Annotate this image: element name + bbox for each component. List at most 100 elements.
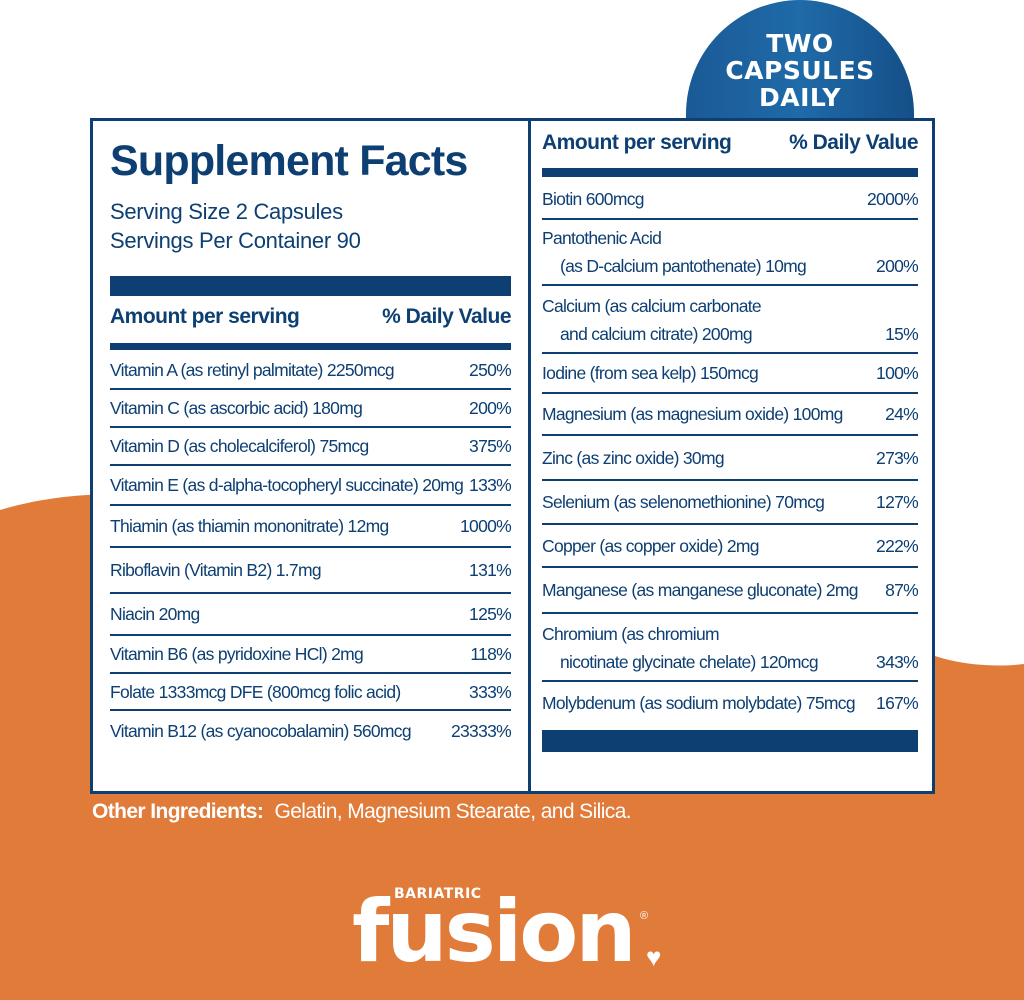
- left-column: Supplement Facts Serving Size 2 Capsules…: [110, 121, 512, 791]
- registered-mark: ®: [640, 910, 649, 922]
- nutrient-name: Copper (as copper oxide) 2mg: [542, 532, 876, 560]
- daily-value: 118%: [470, 644, 511, 664]
- right-nutrient-list: Biotin 600mcg 2000% Pantothenic Acid (as D-…: [542, 180, 919, 724]
- other-ingredients-label: Other Ingredients:: [92, 800, 264, 823]
- logo-wordmark: fusion: [352, 882, 637, 982]
- nutrient-name-line: Selenium (as selenomethionine) 70mcg: [542, 492, 825, 512]
- right-column: Amount per serving % Daily Value Biotin …: [542, 121, 919, 791]
- nutrient-name: Vitamin D (as cholecalciferol) 75mcg: [110, 432, 469, 460]
- nutrient-row: Vitamin B12 (as cyanocobalamin) 560mcg 23…: [110, 711, 512, 751]
- thick-bar: [110, 276, 511, 296]
- daily-value: 100%: [876, 363, 919, 383]
- nutrient-row: Selenium (as selenomethionine) 70mcg 127%: [542, 481, 919, 525]
- nutrient-name: Pantothenic Acid (as D-calcium pantothena…: [542, 224, 876, 280]
- supplement-facts-panel: Supplement Facts Serving Size 2 Capsules…: [90, 118, 935, 794]
- nutrient-name-line: Vitamin D (as cholecalciferol) 75mcg: [110, 436, 369, 456]
- badge-line: TWO: [766, 29, 834, 58]
- nutrient-name: Molybdenum (as sodium molybdate) 75mcg: [542, 689, 876, 717]
- daily-value: 133%: [469, 475, 512, 495]
- nutrient-name-line: Niacin 20mg: [110, 604, 200, 624]
- nutrient-name: Chromium (as chromium nicotinate glycinat…: [542, 620, 876, 676]
- nutrient-row: Biotin 600mcg 2000%: [542, 180, 919, 220]
- nutrient-name-line: Iodine (from sea kelp) 150mcg: [542, 363, 759, 383]
- nutrient-name: Riboflavin (Vitamin B2) 1.7mg: [110, 556, 469, 584]
- nutrient-name-line: Folate 1333mcg DFE (800mcg folic acid): [110, 681, 401, 702]
- daily-value: 87%: [885, 580, 919, 600]
- daily-value: 375%: [469, 436, 512, 456]
- nutrient-name: Vitamin B6 (as pyridoxine HCl) 2mg: [110, 640, 470, 668]
- nutrient-name-line: Vitamin B6 (as pyridoxine HCl) 2mg: [110, 644, 364, 664]
- nutrient-name: Vitamin B12 (as cyanocobalamin) 560mcg: [110, 717, 451, 745]
- column-divider: [528, 121, 531, 791]
- nutrient-row: Zinc (as zinc oxide) 30mg 273%: [542, 436, 919, 481]
- nutrient-name-line: Pantothenic Acid: [542, 228, 662, 248]
- serving-size: Serving Size 2 Capsules: [110, 199, 343, 224]
- nutrient-name-line: Calcium (as calcium carbonate: [542, 296, 762, 316]
- nutrient-name: Folate 1333mcg DFE (800mcg folic acid): [110, 678, 469, 706]
- nutrient-name: Selenium (as selenomethionine) 70mcg: [542, 488, 876, 516]
- nutrient-name: Vitamin E (as d-alpha-tocopheryl succina…: [110, 471, 469, 499]
- nutrient-row: Molybdenum (as sodium molybdate) 75mcg 16…: [542, 682, 919, 724]
- dv-header: % Daily Value: [789, 131, 918, 154]
- nutrient-name-line: Molybdenum (as sodium molybdate) 75mcg: [542, 693, 856, 713]
- nutrient-name-line: Copper (as copper oxide) 2mg: [542, 535, 759, 556]
- nutrient-row: Iodine (from sea kelp) 150mcg 100%: [542, 354, 919, 394]
- nutrient-name: Zinc (as zinc oxide) 30mg: [542, 444, 876, 472]
- daily-value: 167%: [876, 693, 919, 713]
- left-nutrient-list: Vitamin A (as retinyl palmitate) 2250mcg…: [110, 352, 512, 751]
- daily-value: 2000%: [867, 189, 919, 209]
- servings-per-container: Servings Per Container 90: [110, 228, 361, 253]
- daily-value: 125%: [469, 604, 512, 624]
- nutrient-row: Manganese (as manganese gluconate) 2mg 87…: [542, 568, 919, 614]
- nutrient-row: Folate 1333mcg DFE (800mcg folic acid) 33…: [110, 674, 512, 711]
- nutrient-row: Niacin 20mg 125%: [110, 594, 512, 636]
- nutrient-name-line: Thiamin (as thiamin mononitrate) 12mg: [110, 516, 389, 536]
- header-rule: [110, 343, 511, 350]
- amount-header: Amount per serving: [542, 131, 732, 154]
- daily-value: 273%: [876, 447, 919, 468]
- amount-header: Amount per serving: [110, 305, 300, 328]
- daily-value: 343%: [876, 652, 919, 672]
- nutrient-row: Copper (as copper oxide) 2mg 222%: [542, 525, 919, 568]
- thick-bar: [542, 730, 918, 752]
- nutrient-name: Biotin 600mcg: [542, 185, 867, 213]
- nutrient-name: Thiamin (as thiamin mononitrate) 12mg: [110, 512, 460, 540]
- nutrient-name-line: Vitamin B12 (as cyanocobalamin) 560mcg: [110, 721, 412, 741]
- bariatric-fusion-logo: fusion BARIATRIC ® ♥: [352, 880, 682, 982]
- other-ingredients: Other Ingredients: Gelatin, Magnesium St…: [92, 800, 632, 824]
- daily-value: 131%: [469, 560, 512, 580]
- daily-value: 1000%: [460, 516, 512, 536]
- nutrient-name-line: Riboflavin (Vitamin B2) 1.7mg: [110, 560, 322, 580]
- daily-value: 200%: [876, 256, 919, 276]
- nutrient-row: Chromium (as chromium nicotinate glycinat…: [542, 614, 919, 682]
- nutrient-row: Vitamin E (as d-alpha-tocopheryl succina…: [110, 466, 512, 506]
- nutrient-name-line: Vitamin C (as ascorbic acid) 180mg: [110, 398, 363, 418]
- header-rule: [542, 168, 918, 177]
- nutrient-row: Magnesium (as magnesium oxide) 100mg 24%: [542, 394, 919, 436]
- daily-value: 222%: [876, 535, 919, 556]
- panel-title: Supplement Facts: [110, 137, 468, 185]
- nutrient-name: Calcium (as calcium carbonate and calcium…: [542, 292, 885, 348]
- daily-value: 250%: [469, 360, 512, 380]
- nutrient-name-line: Vitamin A (as retinyl palmitate) 2250mcg: [110, 360, 395, 380]
- nutrient-name-line: Magnesium (as magnesium oxide) 100mg: [542, 404, 843, 424]
- nutrient-name-line: Chromium (as chromium: [542, 624, 720, 644]
- daily-value: 200%: [469, 398, 512, 418]
- nutrient-name-line: Zinc (as zinc oxide) 30mg: [542, 447, 725, 468]
- nutrient-name-line: (as D-calcium pantothenate) 10mg: [560, 256, 807, 276]
- column-header: Amount per serving % Daily Value: [110, 305, 511, 329]
- nutrient-name-line: nicotinate glycinate chelate) 120mcg: [560, 652, 819, 672]
- nutrient-row: Vitamin A (as retinyl palmitate) 2250mcg…: [110, 352, 512, 390]
- daily-value: 23333%: [450, 721, 512, 741]
- badge-text: TWO CAPSULES DAILY: [686, 30, 914, 111]
- nutrient-name: Niacin 20mg: [110, 600, 469, 628]
- nutrient-row: Vitamin C (as ascorbic acid) 180mg 200%: [110, 390, 512, 428]
- daily-value: 333%: [469, 681, 512, 702]
- nutrient-name-line: Biotin 600mcg: [542, 189, 644, 209]
- nutrient-row: Calcium (as calcium carbonate and calcium…: [542, 286, 919, 354]
- heart-icon: ♥: [646, 942, 662, 972]
- nutrient-name-line: Manganese (as manganese gluconate) 2mg: [542, 580, 859, 600]
- daily-value: 24%: [885, 404, 919, 424]
- badge-line: DAILY: [758, 83, 842, 112]
- nutrient-name-line: Vitamin E (as d-alpha-tocopheryl succina…: [110, 475, 464, 495]
